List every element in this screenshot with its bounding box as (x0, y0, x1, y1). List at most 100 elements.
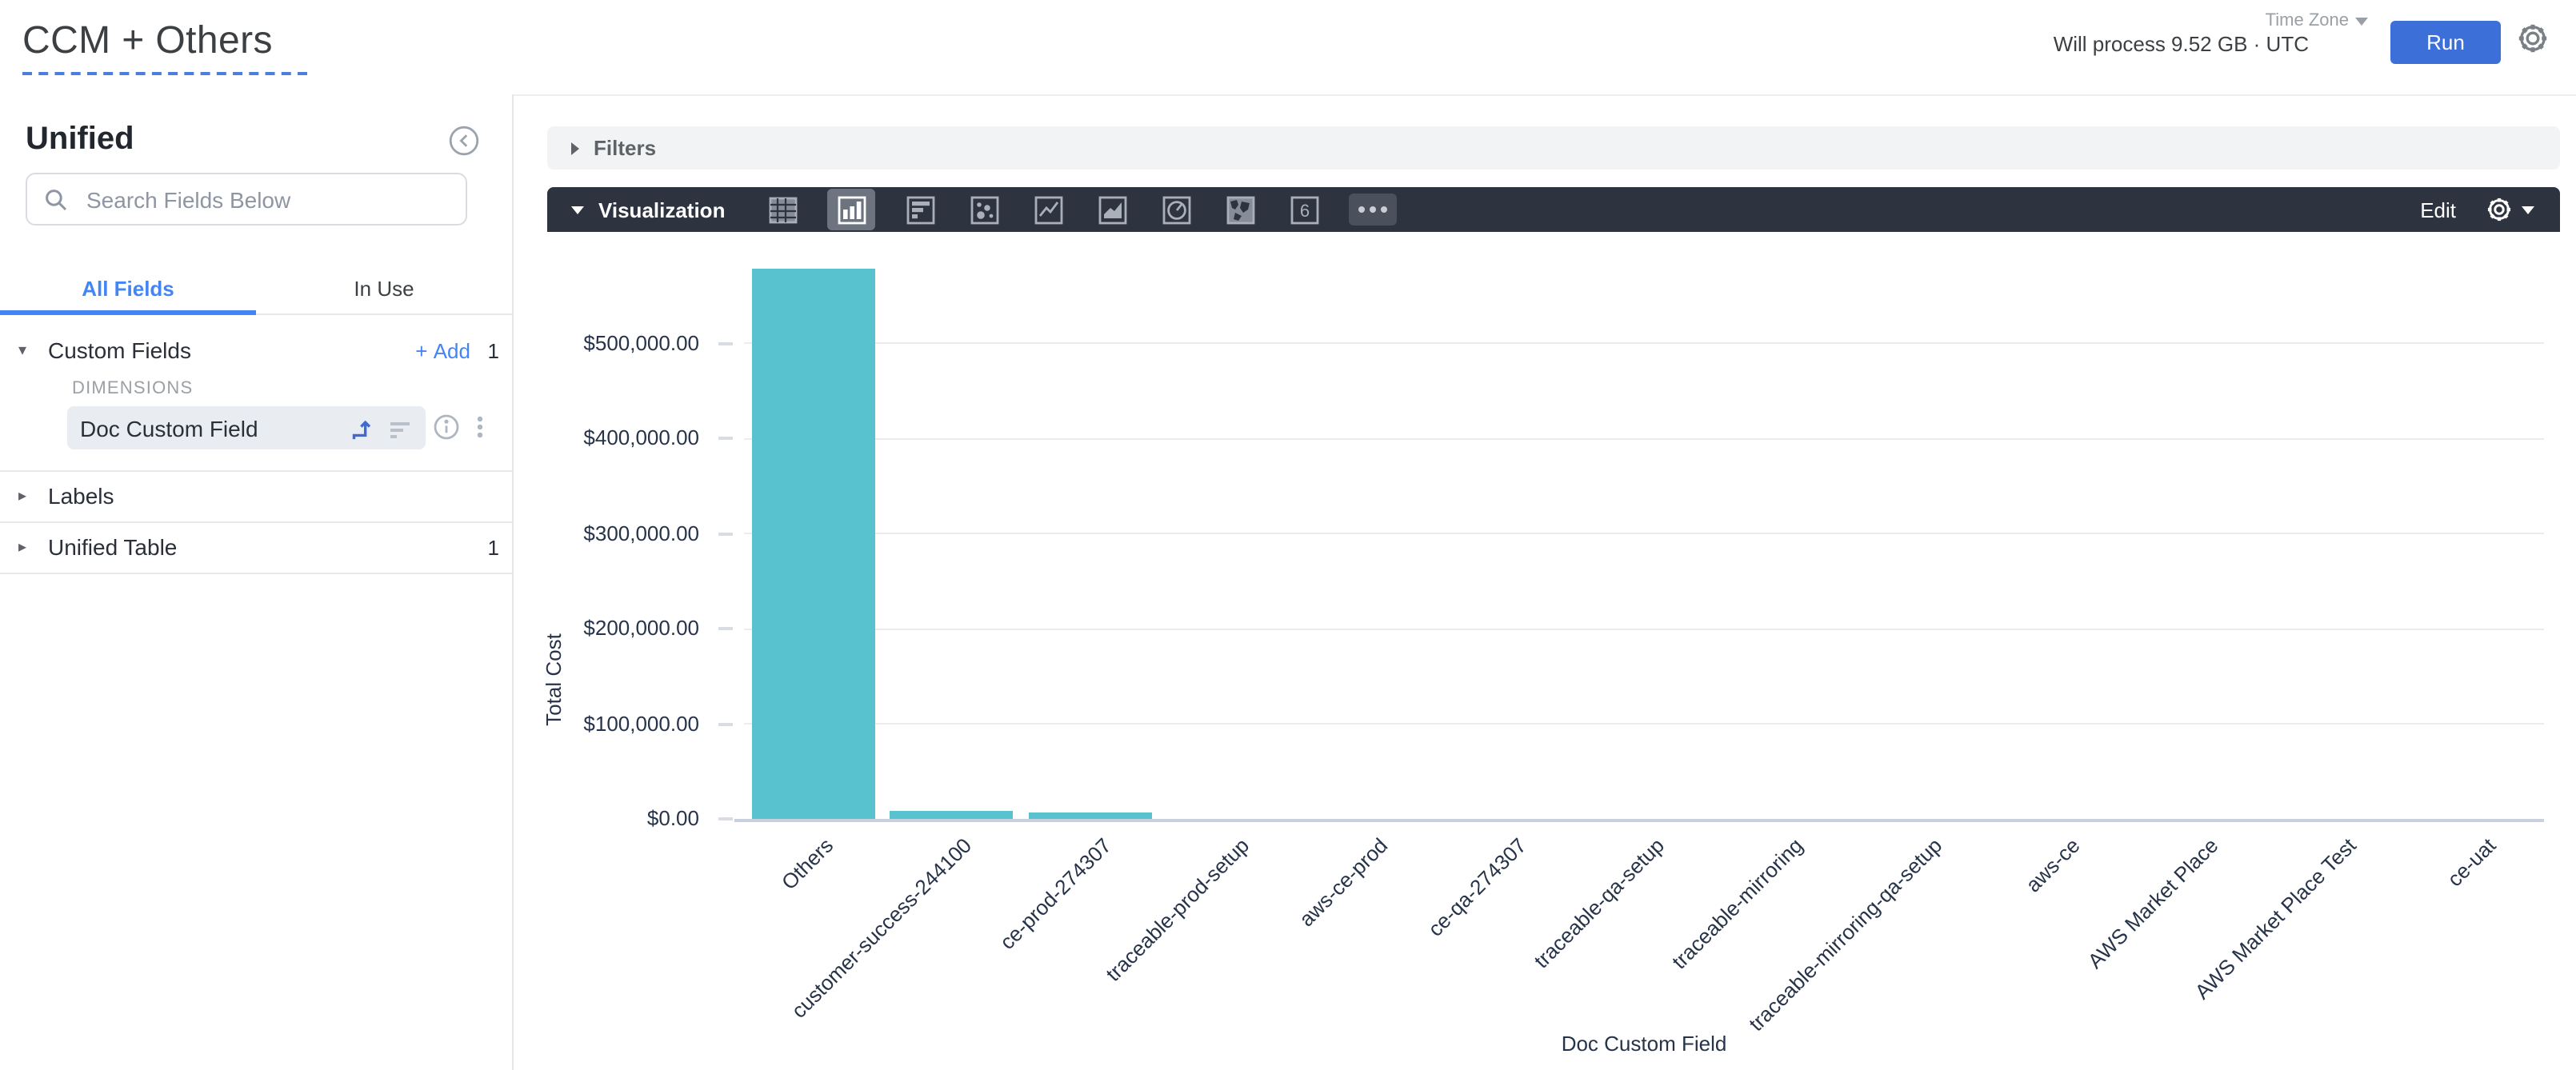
run-button-label: Run (2426, 30, 2465, 54)
y-tick-mark (718, 722, 733, 725)
y-tick-mark (718, 437, 733, 440)
gridline (744, 533, 2544, 534)
gridline (744, 723, 2544, 725)
x-axis-line (734, 819, 2544, 822)
map-chart-icon[interactable] (1221, 190, 1259, 229)
svg-text:6: 6 (1299, 200, 1309, 220)
page-header: CCM + Others Time Zone Will process 9.52… (0, 0, 2576, 96)
chevron-down-icon (2355, 17, 2368, 25)
y-tick-mark (718, 341, 733, 345)
divider (0, 573, 512, 574)
filters-label: Filters (594, 136, 657, 160)
chevron-down-icon (2522, 206, 2534, 214)
y-tick-mark (718, 627, 733, 630)
y-tick-label: $400,000.00 (583, 425, 699, 449)
divider (0, 470, 512, 472)
y-tick-label: $500,000.00 (583, 330, 699, 354)
x-tick-label: ce-qa-274307 (1422, 833, 1531, 941)
edit-visualization-button[interactable]: Edit (2420, 198, 2456, 222)
filters-section-header[interactable]: Filters (547, 126, 2560, 170)
x-tick-label: ce-uat (2442, 833, 2500, 892)
pivot-arrow-icon[interactable] (347, 414, 374, 441)
gear-icon (2487, 198, 2511, 222)
explore-title[interactable]: CCM + Others (22, 19, 308, 75)
tab-in-use-label: In Use (354, 276, 414, 300)
y-tick-label: $0.00 (646, 806, 699, 830)
gridline (744, 628, 2544, 629)
line-chart-icon[interactable] (1029, 190, 1067, 229)
x-tick-label: traceable-prod-setup (1101, 833, 1254, 986)
caret-right-icon: ▸ (18, 538, 27, 556)
section-unified-table[interactable]: ▸ Unified Table 1 (0, 523, 525, 571)
y-axis-title: Total Cost (542, 633, 566, 726)
table-icon[interactable] (763, 190, 802, 229)
section-custom-fields-label: Custom Fields (48, 337, 191, 363)
column-chart: Total Cost Doc Custom Field $0.00 $100,00… (0, 232, 2576, 1070)
y-tick-mark (718, 817, 733, 820)
kebab-menu-icon[interactable] (475, 413, 485, 441)
visualization-label: Visualization (598, 198, 726, 222)
x-tick-label: AWS Market Place Test (2190, 833, 2362, 1004)
bar-ce-prod-274307[interactable] (1028, 812, 1152, 819)
x-tick-label: ce-prod-274307 (994, 833, 1115, 955)
section-labels[interactable]: ▸ Labels (0, 472, 525, 520)
single-value-icon[interactable]: 6 (1285, 190, 1323, 229)
time-zone-label: Time Zone (2265, 11, 2349, 30)
run-button[interactable]: Run (2390, 21, 2501, 64)
tab-all-fields-label: All Fields (82, 276, 174, 300)
tab-all-fields[interactable]: All Fields (0, 262, 256, 315)
process-size-text: Will process 9.52 GB · UTC (2053, 32, 2309, 56)
field-tabs: All Fields In Use (0, 262, 512, 315)
field-doc-custom-field[interactable]: Doc Custom Field (67, 406, 426, 449)
gridline (744, 342, 2544, 344)
caret-right-icon: ▸ (18, 487, 27, 505)
scatter-chart-icon[interactable] (965, 190, 1003, 229)
section-labels-label: Labels (48, 483, 114, 509)
add-custom-field-button[interactable]: + Add (415, 338, 470, 362)
search-icon (43, 186, 69, 212)
y-tick-label: $100,000.00 (583, 711, 699, 735)
collapse-sidebar-icon[interactable] (448, 125, 480, 157)
bar-Others[interactable] (751, 269, 875, 819)
dimensions-group-label: DIMENSIONS (72, 379, 194, 398)
settings-gear-icon[interactable] (2515, 21, 2550, 56)
bar-chart-icon[interactable] (901, 190, 939, 229)
field-label: Doc Custom Field (80, 415, 258, 441)
caret-right-icon (571, 142, 579, 154)
unified-table-count: 1 (487, 535, 499, 559)
view-title: Unified (26, 122, 134, 157)
filter-icon[interactable] (387, 415, 413, 441)
time-zone-selector[interactable]: Time Zone (2266, 11, 2368, 30)
pie-chart-icon[interactable] (1157, 190, 1195, 229)
x-tick-label: traceable-mirroring (1666, 833, 1808, 974)
section-custom-fields[interactable]: ▾ Custom Fields + Add 1 (0, 328, 525, 373)
caret-down-icon[interactable] (571, 206, 584, 214)
bar-customer-success-244100[interactable] (890, 810, 1014, 819)
gridline (744, 437, 2544, 439)
search-field-container (26, 173, 467, 226)
x-tick-label: aws-ce (2021, 833, 2085, 897)
add-label: Add (433, 338, 470, 362)
column-chart-icon[interactable] (827, 189, 875, 230)
x-tick-label: AWS Market Place (2082, 833, 2223, 973)
y-tick-label: $200,000.00 (583, 616, 699, 640)
tab-in-use[interactable]: In Use (256, 262, 512, 313)
visualization-section-header: Visualization (547, 187, 2560, 232)
x-tick-label: traceable-qa-setup (1529, 833, 1670, 973)
field-picker-sidebar: Unified All Fields In Use (0, 94, 514, 1070)
x-tick-label: Others (777, 833, 838, 895)
divider (0, 521, 512, 523)
more-chart-types-button[interactable] (1349, 194, 1397, 226)
area-chart-icon[interactable] (1093, 190, 1131, 229)
custom-fields-count: 1 (487, 338, 499, 362)
visualization-settings-dropdown[interactable] (2485, 195, 2534, 224)
info-icon[interactable] (432, 413, 461, 441)
chart-type-switcher: 6 (763, 187, 1397, 232)
x-axis-title: Doc Custom Field (1561, 1032, 1727, 1056)
search-fields-input[interactable] (83, 185, 450, 214)
caret-down-icon: ▾ (18, 341, 27, 359)
y-tick-mark (718, 532, 733, 535)
y-tick-label: $300,000.00 (583, 521, 699, 545)
section-unified-table-label: Unified Table (48, 534, 178, 560)
